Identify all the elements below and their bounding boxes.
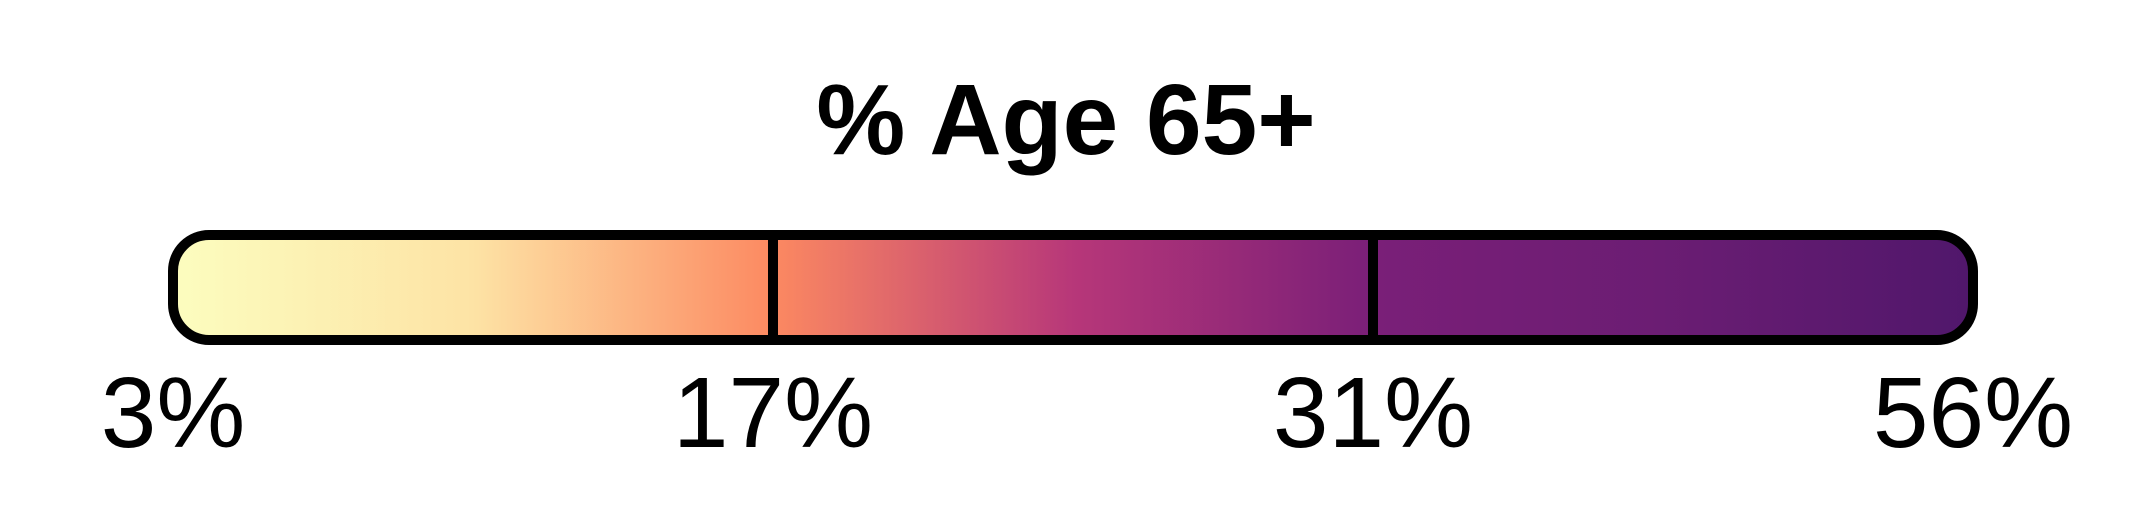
tick-labels: 3% 17% 31% 56% (101, 357, 2073, 469)
tick-label: 31% (1273, 357, 1473, 469)
break-lines (768, 235, 1378, 340)
gradient-bar (168, 230, 1978, 345)
tick-label: 3% (101, 357, 246, 469)
legend-title: % Age 65+ (816, 64, 1316, 176)
tick-label: 17% (673, 357, 873, 469)
tick-label: 56% (1873, 357, 2073, 469)
